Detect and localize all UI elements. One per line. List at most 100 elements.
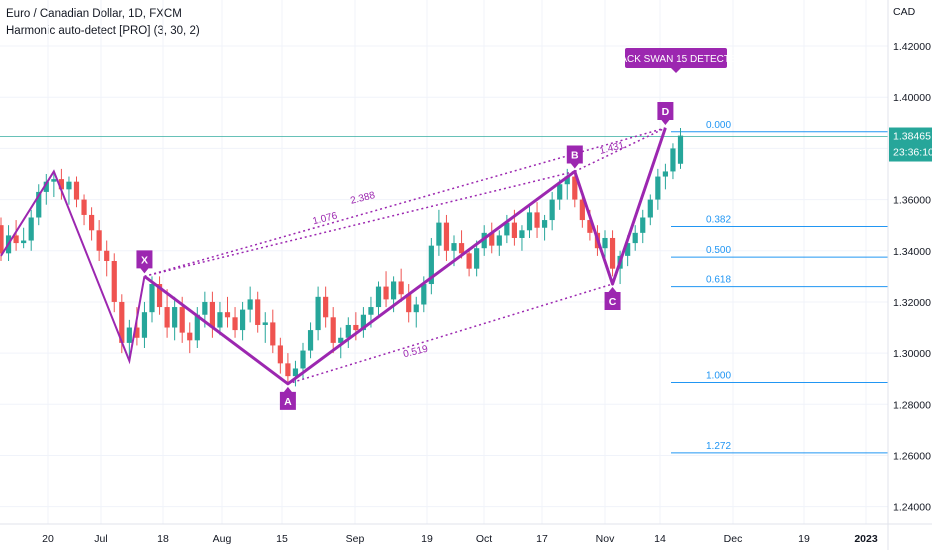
candle-body bbox=[315, 296, 321, 331]
candle-body bbox=[300, 350, 306, 369]
candle-body bbox=[202, 301, 208, 315]
candle-body bbox=[360, 314, 366, 331]
candle-body bbox=[307, 330, 314, 351]
candle-body bbox=[43, 181, 49, 192]
pattern-point-marker bbox=[566, 145, 583, 169]
ratio-connector bbox=[574, 127, 666, 173]
candle-body bbox=[66, 181, 72, 190]
ratio-connector bbox=[144, 170, 575, 278]
candle-body bbox=[662, 171, 668, 177]
pattern-legs bbox=[143, 127, 667, 386]
candle-body bbox=[104, 250, 110, 261]
candle-body bbox=[443, 222, 450, 251]
candle-body bbox=[458, 243, 465, 254]
x-tick-label: 2023 bbox=[854, 533, 878, 545]
x-tick-label: 18 bbox=[157, 533, 169, 545]
ratio-label: 1.076 bbox=[312, 210, 339, 227]
currency-label: CAD bbox=[893, 6, 916, 18]
candle-body bbox=[247, 299, 253, 310]
candle-body bbox=[323, 296, 329, 318]
candle-body bbox=[572, 176, 578, 200]
ratio-connector bbox=[144, 127, 666, 278]
ratio-label: 1.431 bbox=[598, 140, 625, 157]
pattern-point-label: X bbox=[141, 254, 148, 266]
candle-body bbox=[141, 312, 148, 338]
candle-body bbox=[51, 179, 57, 182]
y-tick-label: 1.28000 bbox=[893, 399, 931, 411]
x-tick-label: Dec bbox=[724, 533, 743, 545]
candle-body bbox=[587, 220, 593, 233]
pattern-point-label: C bbox=[609, 296, 617, 308]
indicator-label[interactable]: Harmonic auto-detect [PRO] (3, 30, 2) bbox=[6, 25, 200, 37]
candle-body bbox=[632, 232, 638, 244]
candle-body bbox=[421, 284, 427, 305]
candle-body bbox=[677, 135, 684, 164]
x-tick-label: 19 bbox=[421, 533, 433, 545]
x-tick-label: Aug bbox=[213, 533, 232, 545]
candle-body bbox=[466, 253, 472, 269]
candle-body bbox=[345, 324, 351, 338]
candle-body bbox=[655, 176, 661, 200]
x-tick-label: 17 bbox=[536, 533, 548, 545]
candle-body bbox=[519, 230, 525, 238]
candle-body bbox=[232, 317, 238, 331]
fib-label: 0.500 bbox=[706, 245, 731, 256]
grid-lines bbox=[0, 0, 888, 524]
x-tick-label: 19 bbox=[798, 533, 810, 545]
candle-body bbox=[149, 284, 155, 313]
candle-body bbox=[338, 337, 344, 343]
candle-body bbox=[549, 199, 555, 221]
pattern-point-marker bbox=[657, 101, 674, 125]
candle-body bbox=[542, 220, 548, 228]
fib-levels: 0.000 0.382 0.500 0.618 1.000 1.272 bbox=[671, 120, 888, 454]
candle-body bbox=[13, 235, 19, 244]
pattern-point-marker bbox=[604, 287, 621, 311]
candle-body bbox=[647, 199, 653, 218]
candle-body bbox=[375, 286, 382, 308]
x-tick-label: 14 bbox=[654, 533, 666, 545]
candle-body bbox=[557, 184, 563, 200]
candle-body bbox=[474, 248, 480, 269]
candle-body bbox=[179, 307, 185, 333]
candle-body bbox=[481, 232, 487, 249]
pattern-point-label: D bbox=[662, 106, 670, 118]
candle-body bbox=[164, 307, 170, 328]
candle-body bbox=[640, 217, 646, 233]
fib-label: 1.272 bbox=[706, 441, 731, 452]
candle-body bbox=[602, 237, 608, 249]
candle-body bbox=[391, 281, 397, 300]
fib-label: 1.000 bbox=[706, 371, 731, 382]
x-tick-label: 15 bbox=[276, 533, 288, 545]
y-tick-label: 1.40000 bbox=[893, 92, 931, 104]
pattern-point-marker bbox=[136, 250, 153, 274]
pattern-point-marker bbox=[279, 386, 296, 410]
candle-body bbox=[428, 245, 434, 285]
candle-body bbox=[217, 312, 223, 328]
candle-body bbox=[194, 314, 200, 341]
candle-body bbox=[58, 179, 64, 190]
candle-body bbox=[564, 176, 570, 185]
candle-body bbox=[609, 237, 616, 269]
ratio-label: 0.519 bbox=[402, 344, 429, 361]
x-tick-label: Oct bbox=[476, 533, 492, 545]
harmonic-pattern: 1.076 2.388 1.431 0.519 X A B C D BLACK SWAN 15 D… bbox=[0, 48, 744, 410]
candle-body bbox=[134, 327, 140, 338]
candle-body bbox=[330, 317, 336, 343]
y-tick-label: 1.34000 bbox=[893, 246, 931, 258]
candle-body bbox=[489, 232, 495, 246]
candle-body bbox=[262, 322, 268, 325]
candle-body bbox=[277, 345, 283, 364]
candle-body bbox=[406, 294, 412, 313]
candle-body bbox=[209, 301, 215, 328]
candle-body bbox=[28, 217, 34, 241]
prior-swing-line bbox=[0, 169, 146, 365]
candle-body bbox=[504, 222, 510, 236]
detection-banner-text: BLACK SWAN 15 DETECTED bbox=[608, 54, 744, 65]
candle-body bbox=[534, 212, 540, 228]
y-tick-label: 1.30000 bbox=[893, 348, 931, 360]
fib-label: 0.618 bbox=[706, 275, 731, 286]
candle-body bbox=[413, 304, 419, 313]
pattern-point-label: B bbox=[571, 149, 579, 161]
